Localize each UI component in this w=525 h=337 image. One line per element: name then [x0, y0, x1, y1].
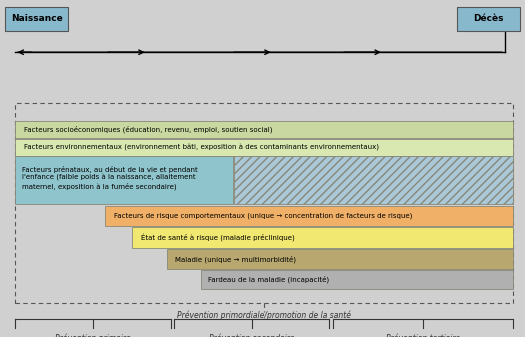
Text: Prévention secondaire: Prévention secondaire [209, 334, 295, 337]
Text: Facteurs socioéconomiques (éducation, revenu, emploi, soutien social): Facteurs socioéconomiques (éducation, re… [24, 126, 272, 133]
Text: Naissance: Naissance [11, 14, 62, 23]
Text: Facteurs prénataux, au début de la vie et pendant
l'enfance (faible poids à la n: Facteurs prénataux, au début de la vie e… [22, 166, 197, 190]
FancyBboxPatch shape [15, 121, 513, 138]
Text: Prévention primaire: Prévention primaire [55, 334, 131, 337]
Text: Décès: Décès [473, 14, 503, 23]
FancyBboxPatch shape [105, 206, 513, 226]
FancyBboxPatch shape [457, 7, 520, 31]
FancyBboxPatch shape [132, 227, 513, 248]
Text: Prévention primordiale/promotion de la santé: Prévention primordiale/promotion de la s… [177, 310, 351, 320]
FancyBboxPatch shape [15, 139, 513, 156]
Text: État de santé à risque (maladie préclinique): État de santé à risque (maladie préclini… [141, 234, 295, 242]
FancyBboxPatch shape [201, 270, 513, 289]
Text: Fardeau de la maladie (incapacité): Fardeau de la maladie (incapacité) [208, 276, 329, 283]
Text: Facteurs de risque comportementaux (unique → concentration de facteurs de risque: Facteurs de risque comportementaux (uniq… [113, 213, 412, 219]
Text: Maladie (unique → multimorbidité): Maladie (unique → multimorbidité) [175, 255, 296, 263]
FancyBboxPatch shape [15, 156, 233, 204]
FancyBboxPatch shape [5, 7, 68, 31]
FancyBboxPatch shape [167, 249, 513, 269]
FancyBboxPatch shape [234, 156, 513, 204]
Text: Prévention tertiaire: Prévention tertiaire [386, 334, 460, 337]
Text: Facteurs environnementaux (environnement bâti, exposition à des contaminants env: Facteurs environnementaux (environnement… [24, 144, 379, 151]
